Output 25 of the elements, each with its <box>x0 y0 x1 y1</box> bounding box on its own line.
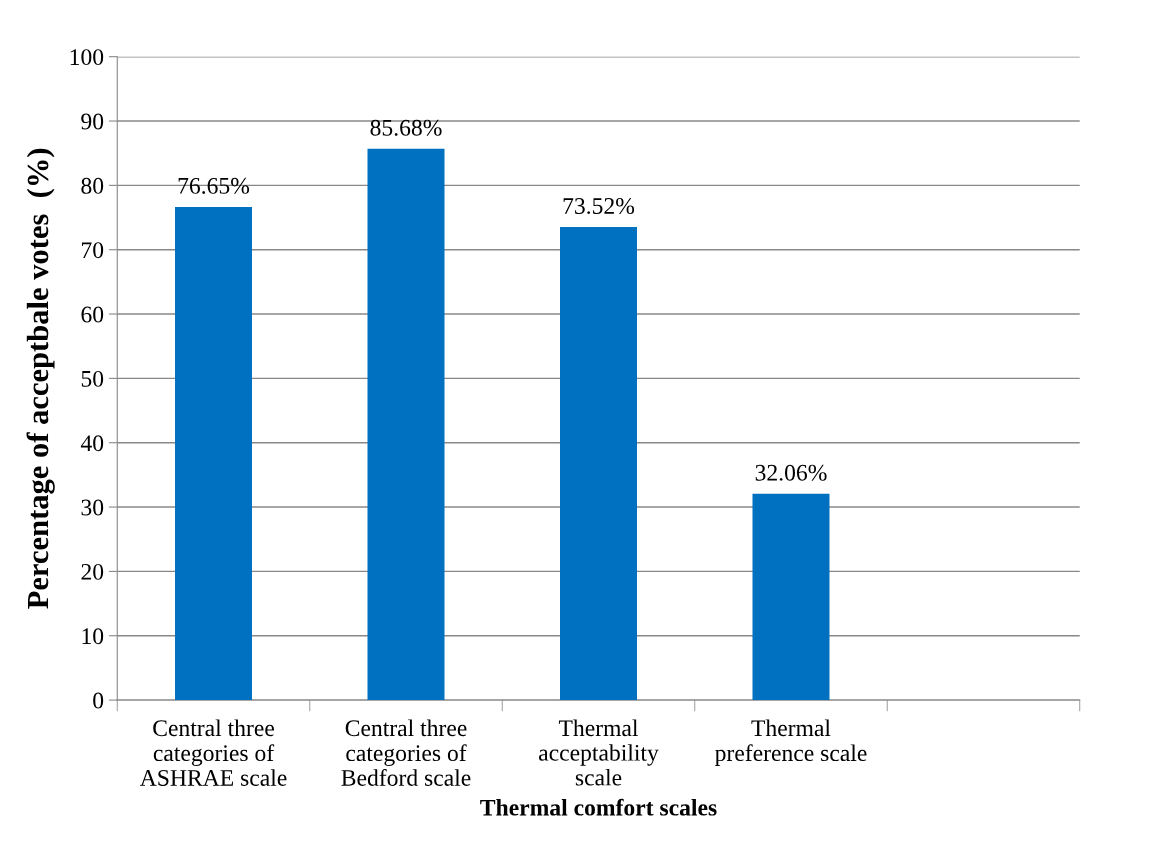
data-label: 73.52% <box>563 198 635 215</box>
data-label: 32.06% <box>755 464 827 481</box>
y-tick-label: 100 <box>70 49 104 66</box>
y-tick-label: 80 <box>81 177 104 194</box>
bar <box>367 148 445 701</box>
y-tick-label: 30 <box>81 499 104 516</box>
y-tick-label: 70 <box>82 242 104 259</box>
data-label: 76.65% <box>178 177 250 194</box>
y-tick-label: 60 <box>81 306 104 323</box>
y-tick-label: 10 <box>82 628 104 645</box>
y-tick-label: 90 <box>81 113 104 130</box>
x-tick-label: Thermal acceptability scale <box>539 719 659 786</box>
data-label: 85.68% <box>370 119 442 136</box>
x-tick-label: Thermal preference scale <box>715 719 867 766</box>
bar <box>175 206 253 701</box>
y-axis-title: Percentage of acceptbale votes (%) <box>26 148 55 609</box>
x-tick-label: Central three categories of Bedford scale <box>341 719 471 786</box>
bar <box>752 493 830 701</box>
y-tick-label: 0 <box>93 692 104 709</box>
x-tick-label: Central three categories of ASHRAE scale <box>139 719 287 786</box>
y-tick-label: 20 <box>81 563 104 580</box>
y-tick-label: 50 <box>81 370 104 387</box>
y-tick-label: 40 <box>80 435 104 452</box>
bar <box>560 227 637 701</box>
x-axis-title: Thermal comfort scales <box>480 798 717 816</box>
